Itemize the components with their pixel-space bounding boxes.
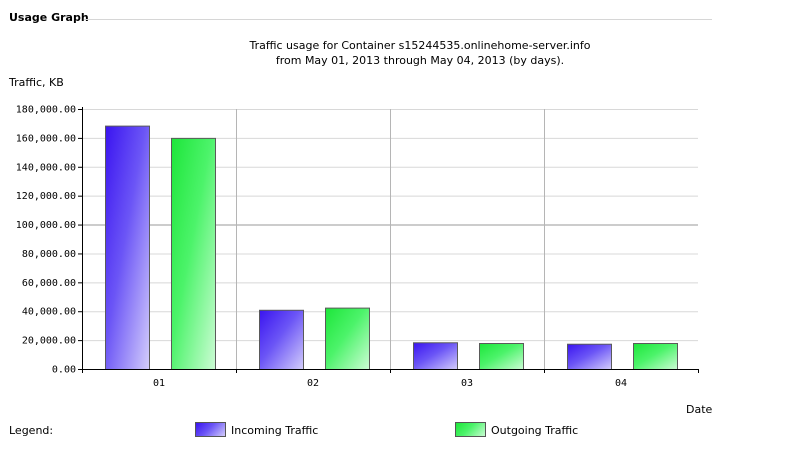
label-layer: 0.00 20,000.00 40,000.00 60,000.00 80,000.00… <box>16 105 627 390</box>
y-tick-label: 140,000.00 <box>16 162 76 173</box>
legend-text-incoming: Incoming Traffic <box>231 424 319 437</box>
bar-outgoing-01 <box>171 137 216 370</box>
section-title: Usage Graph <box>9 11 89 24</box>
y-tick-label: 160,000.00 <box>16 133 76 144</box>
y-tick-label: 20,000.00 <box>22 336 76 347</box>
bar-outgoing-02 <box>325 307 370 371</box>
x-tick-label-04: 04 <box>615 378 627 389</box>
bar-layer <box>105 125 678 371</box>
y-tick-label: 80,000.00 <box>22 249 76 260</box>
section-divider <box>84 19 712 20</box>
legend-label: Legend: <box>9 424 54 437</box>
y-tick-label: 40,000.00 <box>22 307 76 318</box>
bar-incoming-04 <box>567 343 612 371</box>
y-tick-label: 60,000.00 <box>22 278 76 289</box>
x-axis-label: Date <box>686 403 713 416</box>
y-tick-label: 180,000.00 <box>16 105 76 116</box>
legend-swatch-incoming <box>195 422 226 437</box>
bar-outgoing-04 <box>633 343 678 370</box>
usage-chart: 0.00 20,000.00 40,000.00 60,000.00 80,000.00… <box>16 105 699 390</box>
x-tick-label-03: 03 <box>461 378 473 389</box>
y-axis-label: Traffic, KB <box>9 76 64 89</box>
x-tick-label-02: 02 <box>307 378 319 389</box>
bar-incoming-02 <box>259 309 304 370</box>
axis-layer <box>78 107 699 373</box>
y-tick-label: 120,000.00 <box>16 191 76 202</box>
y-tick-label: 0.00 <box>52 365 76 376</box>
y-tick-label: 100,000.00 <box>16 220 76 231</box>
legend-text-outgoing: Outgoing Traffic <box>491 424 579 437</box>
chart-title-line-2: from May 01, 2013 through May 04, 2013 (… <box>275 54 565 67</box>
x-tick-label-01: 01 <box>153 378 165 389</box>
bar-incoming-01 <box>105 125 150 370</box>
chart-title-line-1: Traffic usage for Container s15244535.on… <box>249 39 591 52</box>
legend-swatch-outgoing <box>455 422 486 437</box>
bar-outgoing-03 <box>479 343 524 370</box>
bar-incoming-03 <box>413 342 458 370</box>
